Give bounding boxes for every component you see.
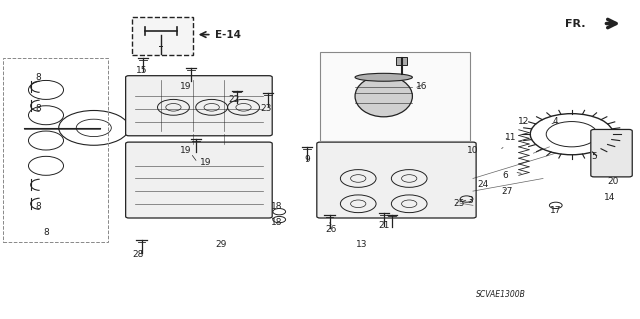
Text: E-14: E-14 <box>215 30 241 40</box>
FancyBboxPatch shape <box>317 142 476 218</box>
Text: 28: 28 <box>132 250 144 259</box>
Text: 12: 12 <box>518 117 529 126</box>
Text: 21: 21 <box>378 221 389 230</box>
Text: 27: 27 <box>501 187 513 196</box>
Text: 16: 16 <box>416 82 428 91</box>
FancyBboxPatch shape <box>125 142 272 218</box>
Text: 9: 9 <box>305 155 310 164</box>
Bar <box>396 57 407 65</box>
Text: FR.: FR. <box>564 19 585 28</box>
Text: 14: 14 <box>604 193 616 202</box>
FancyBboxPatch shape <box>591 130 632 177</box>
Text: 8: 8 <box>35 203 41 211</box>
Ellipse shape <box>355 73 412 81</box>
Text: 19: 19 <box>200 158 211 167</box>
Bar <box>320 52 470 141</box>
Text: 20: 20 <box>607 177 619 186</box>
Text: 11: 11 <box>506 133 517 142</box>
Bar <box>3 58 108 242</box>
Text: 22: 22 <box>228 95 239 104</box>
Text: 3: 3 <box>467 196 472 205</box>
Text: 25: 25 <box>453 199 465 208</box>
Text: 13: 13 <box>356 241 367 249</box>
Text: 24: 24 <box>477 180 488 189</box>
Text: 8: 8 <box>43 228 49 237</box>
Text: 29: 29 <box>216 241 227 249</box>
Text: 6: 6 <box>502 171 508 180</box>
Ellipse shape <box>355 76 412 117</box>
Text: 19: 19 <box>180 145 192 154</box>
FancyBboxPatch shape <box>125 76 272 136</box>
Text: 5: 5 <box>591 152 597 161</box>
Text: 26: 26 <box>326 225 337 234</box>
Text: 10: 10 <box>467 145 479 154</box>
Text: 19: 19 <box>180 82 192 91</box>
Text: 8: 8 <box>35 104 41 113</box>
Text: 23: 23 <box>260 104 271 113</box>
Text: SCVAE1300B: SCVAE1300B <box>476 290 526 299</box>
Text: 17: 17 <box>550 206 561 215</box>
Text: 4: 4 <box>553 117 559 126</box>
Text: 15: 15 <box>136 66 147 76</box>
Text: 18: 18 <box>271 203 282 211</box>
Text: 18: 18 <box>271 218 282 227</box>
Bar <box>132 17 193 55</box>
Text: 8: 8 <box>35 73 41 82</box>
